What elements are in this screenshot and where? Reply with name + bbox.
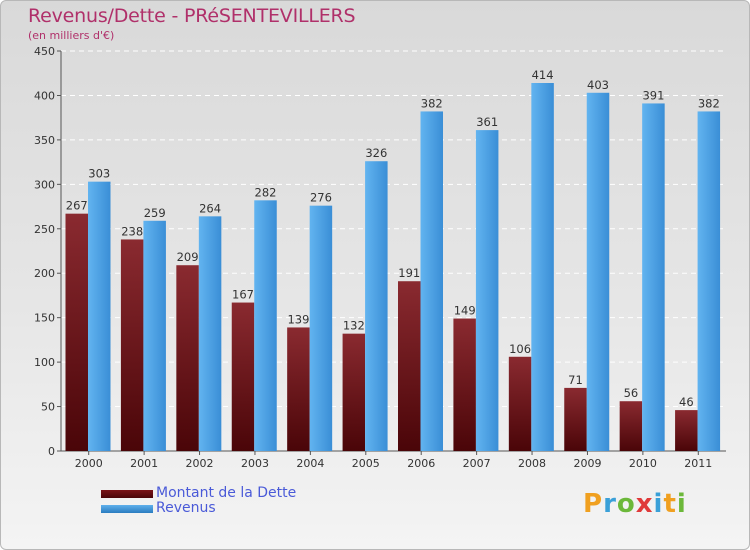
data-label-revenus: 414 [532,68,554,82]
y-tick-label: 200 [34,267,55,280]
data-label-dette: 191 [398,266,420,280]
x-tick-label: 2000 [75,457,103,470]
bar-revenus [586,92,610,452]
legend-item-dette: Montant de la Dette [101,485,401,502]
data-label-dette: 71 [568,373,583,387]
y-tick-label: 300 [34,178,55,191]
logo-letter: x [635,489,654,519]
x-tick-label: 2002 [186,457,214,470]
data-label-revenus: 303 [88,167,110,181]
bar-dette [65,213,88,451]
legend: Montant de la Dette Revenus [101,485,401,517]
logo-letter: P [583,489,604,519]
logo-letter: o [616,489,636,519]
bar-revenus [254,200,277,451]
x-tick-label: 2008 [518,457,546,470]
bar-dette [619,401,643,451]
data-label-revenus: 326 [365,146,387,160]
data-label-dette: 167 [232,288,254,302]
bar-dette [508,356,532,451]
x-tick-label: 2007 [463,457,491,470]
data-label-revenus: 276 [310,191,332,205]
data-label-revenus: 391 [642,88,664,102]
data-label-dette: 106 [509,342,531,356]
data-label-dette: 46 [679,395,694,409]
bar-dette [453,318,476,451]
x-tick-label: 2010 [629,457,657,470]
chart-title: Revenus/Dette - PRéSENTEVILLERS [28,5,356,27]
bar-dette [398,281,421,451]
data-label-revenus: 264 [199,201,221,215]
y-tick-label: 250 [34,223,55,236]
logo-letter: i [653,489,664,519]
bar-revenus [143,220,166,451]
bar-dette [675,410,698,451]
y-tick-label: 450 [34,45,55,58]
x-tick-label: 2011 [684,457,712,470]
bar-dette [176,265,199,451]
legend-swatch-revenus [101,505,153,513]
data-label-dette: 149 [454,304,476,318]
chart-subtitle: (en milliers d'€) [28,29,115,42]
data-label-dette: 132 [343,319,365,333]
bar-revenus [531,83,554,451]
x-tick-label: 2003 [241,457,269,470]
data-label-revenus: 361 [476,115,498,129]
data-label-revenus: 403 [587,78,609,92]
bar-dette [120,239,144,451]
data-label-dette: 56 [624,386,639,400]
y-tick-label: 50 [41,401,55,414]
logo-letter: t [663,489,677,519]
bar-revenus [88,181,111,451]
x-tick-label: 2009 [573,457,601,470]
bar-revenus [365,161,388,451]
proxiti-logo: Proxiti [583,489,687,519]
data-label-dette: 238 [121,224,143,238]
data-label-revenus: 259 [144,206,166,220]
bar-revenus [642,103,665,451]
y-tick-label: 350 [34,134,55,147]
logo-letter: i [676,489,687,519]
bar-dette [342,333,366,451]
logo-letter: r [603,489,617,519]
data-label-dette: 209 [177,250,199,264]
legend-item-revenus: Revenus [101,500,401,517]
data-label-dette: 267 [66,199,88,213]
bar-revenus [309,205,333,451]
bar-dette [564,387,587,451]
data-label-revenus: 382 [421,96,443,110]
bar-dette [287,327,310,451]
y-tick-label: 400 [34,89,55,102]
legend-label-revenus: Revenus [156,500,216,516]
y-tick-label: 100 [34,356,55,369]
bar-revenus [697,111,721,451]
data-label-revenus: 382 [698,96,720,110]
bar-revenus [198,216,222,451]
data-label-dette: 139 [287,312,309,326]
bar-dette [231,302,255,451]
x-tick-label: 2006 [407,457,435,470]
x-tick-label: 2001 [130,457,158,470]
bar-revenus [475,130,499,451]
y-tick-label: 150 [34,312,55,325]
y-tick-label: 0 [48,445,55,458]
x-tick-label: 2004 [296,457,324,470]
x-tick-label: 2005 [352,457,380,470]
legend-swatch-dette [101,490,153,498]
legend-label-dette: Montant de la Dette [156,485,297,501]
data-label-revenus: 282 [255,185,277,199]
bar-revenus [420,111,443,451]
